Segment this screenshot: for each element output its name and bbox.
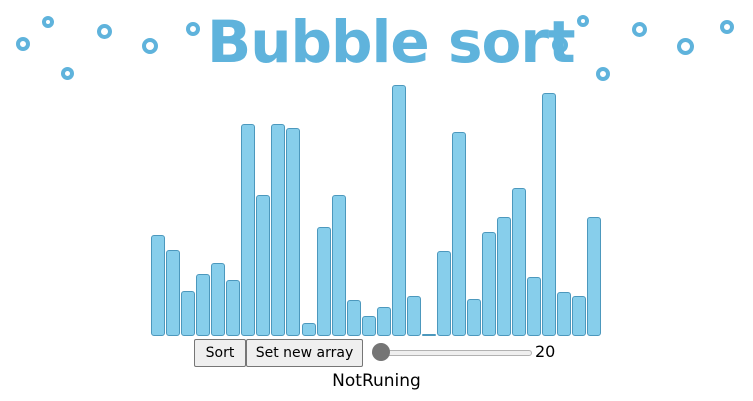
array-bar xyxy=(572,296,587,336)
array-bar xyxy=(452,132,466,336)
slider-thumb[interactable] xyxy=(372,343,390,361)
array-bar xyxy=(196,274,211,336)
array-bar xyxy=(181,291,196,336)
bubble-icon xyxy=(632,22,647,37)
array-bar xyxy=(166,250,181,336)
bubble-icon xyxy=(577,15,589,27)
array-size-value: 20 xyxy=(535,342,556,361)
set-new-array-button[interactable]: Set new array xyxy=(246,339,363,367)
array-bar xyxy=(226,280,241,336)
bubble-icon xyxy=(16,37,30,51)
status-text: NotRuning xyxy=(332,371,421,391)
array-bar xyxy=(512,188,527,336)
array-bar xyxy=(361,316,376,336)
array-bar xyxy=(316,227,331,336)
array-bar xyxy=(376,307,391,336)
array-bar xyxy=(587,217,602,336)
array-bar xyxy=(301,323,316,336)
bubble-icon xyxy=(720,20,734,34)
array-bar xyxy=(256,195,271,336)
array-bar xyxy=(406,296,421,336)
page-title: Bubble sort xyxy=(207,8,576,76)
array-bar xyxy=(346,300,361,336)
bubble-icon xyxy=(61,67,74,80)
array-bar xyxy=(211,263,226,336)
bubble-icon xyxy=(596,67,610,81)
array-bar xyxy=(421,334,436,336)
array-bar xyxy=(241,124,256,336)
bubble-icon xyxy=(42,16,54,28)
array-bar xyxy=(286,128,301,336)
array-bar xyxy=(482,232,497,336)
array-bar xyxy=(271,124,286,336)
array-bar xyxy=(557,292,572,336)
array-bar xyxy=(527,277,542,336)
slider-track[interactable] xyxy=(372,350,532,356)
sort-button[interactable]: Sort xyxy=(194,339,246,367)
array-bar xyxy=(391,85,406,336)
array-bar xyxy=(151,235,165,336)
bubble-icon xyxy=(142,38,158,54)
array-bar xyxy=(436,251,451,336)
bubble-icon xyxy=(552,37,568,53)
array-bar xyxy=(331,195,346,336)
array-bar xyxy=(497,217,512,336)
array-bar xyxy=(467,299,482,336)
bubble-icon xyxy=(97,24,112,39)
bubble-icon xyxy=(186,22,200,36)
array-size-slider[interactable] xyxy=(372,343,532,361)
header: Bubble sort xyxy=(0,0,753,90)
bubble-icon xyxy=(677,38,694,55)
array-bar xyxy=(542,93,557,336)
